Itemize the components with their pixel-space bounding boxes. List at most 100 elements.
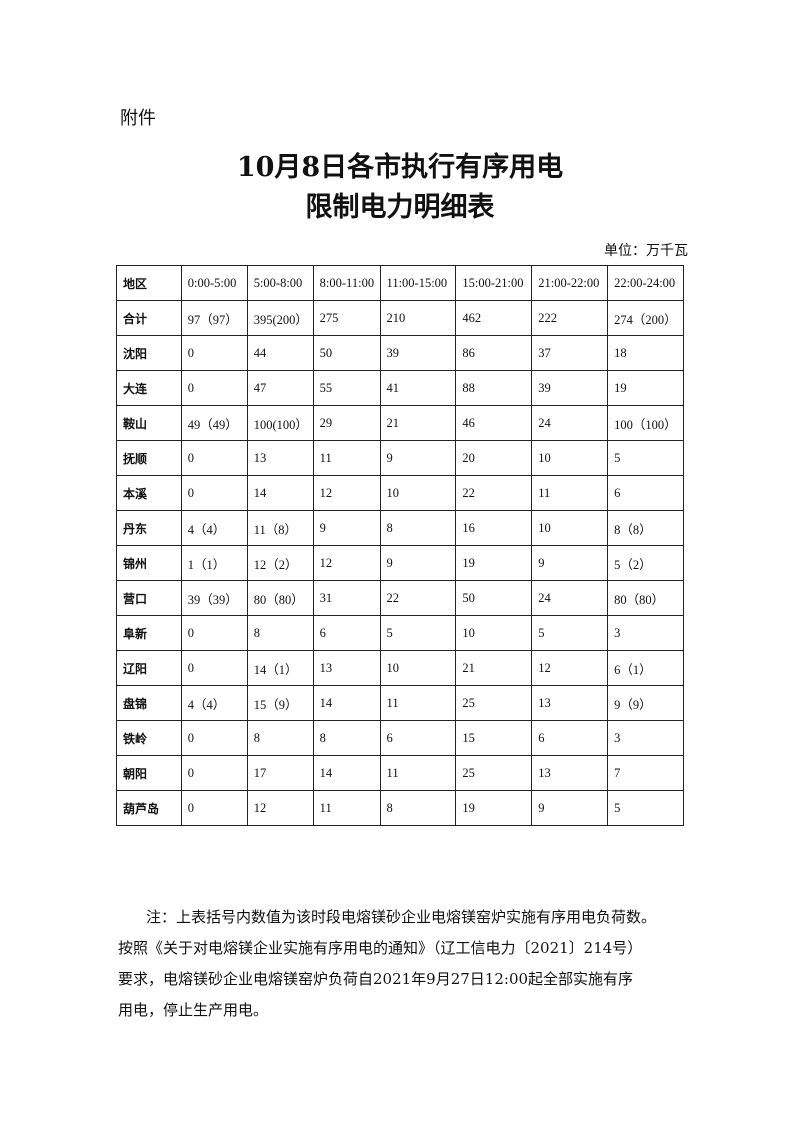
table-row: 本溪 0 14 12 10 22 11 6: [116, 475, 684, 511]
value-cell: 13: [312, 650, 381, 686]
table-row: 营口 39（39） 80（80） 31 22 50 24 80（80）: [116, 580, 684, 616]
value-cell: 86: [455, 335, 533, 371]
table-row: 盘锦 4（4） 15（9） 14 11 25 13 9（9）: [116, 685, 684, 721]
value-cell: 275: [312, 300, 381, 336]
note-line: 按照《关于对电熔镁企业实施有序用电的通知》（辽工信电力〔2021〕214号）: [118, 939, 643, 957]
value-cell: 6（1）: [607, 650, 684, 686]
region-cell: 辽阳: [116, 650, 182, 686]
value-cell: 50: [312, 335, 381, 371]
value-cell: 24: [531, 405, 609, 441]
value-cell: 0: [180, 755, 248, 791]
value-cell: 0: [180, 720, 248, 756]
value-cell: 5: [607, 440, 684, 476]
power-limit-table: 地区 0:00-5:00 5:00-8:00 8:00-11:00 11:00-15:0…: [116, 265, 684, 826]
value-cell: 22: [455, 475, 533, 511]
column-header: 8:00-11:00: [312, 265, 381, 301]
value-cell: 14: [312, 685, 381, 721]
value-cell: 9: [379, 545, 457, 581]
value-cell: 5: [607, 790, 684, 826]
value-cell: 25: [455, 685, 533, 721]
value-cell: 5（2）: [607, 545, 684, 581]
value-cell: 210: [379, 300, 457, 336]
value-cell: 80（80）: [246, 580, 314, 616]
value-cell: 5: [379, 615, 457, 651]
value-cell: 88: [455, 370, 533, 406]
value-cell: 47: [246, 370, 314, 406]
value-cell: 37: [531, 335, 609, 371]
table-row: 抚顺 0 13 11 9 20 10 5: [116, 440, 684, 476]
value-cell: 9: [312, 510, 381, 546]
column-header: 21:00-22:00: [531, 265, 609, 301]
value-cell: 12: [312, 475, 381, 511]
value-cell: 11: [312, 440, 381, 476]
value-cell: 14: [246, 475, 314, 511]
note-line: 注：上表括号内数值为该时段电熔镁砂企业电熔镁窑炉实施有序用电负荷数。: [146, 908, 657, 926]
region-cell: 本溪: [116, 475, 182, 511]
table-row: 大连 0 47 55 41 88 39 19: [116, 370, 684, 406]
value-cell: 39: [531, 370, 609, 406]
footnote: 注：上表括号内数值为该时段电熔镁砂企业电熔镁窑炉实施有序用电负荷数。 按照《关于…: [118, 902, 693, 1026]
region-cell: 丹东: [116, 510, 182, 546]
table-row: 鞍山 49（49） 100(100） 29 21 46 24 100（100）: [116, 405, 684, 441]
value-cell: 11: [379, 755, 457, 791]
value-cell: 10: [379, 475, 457, 511]
region-cell: 营口: [116, 580, 182, 616]
value-cell: 39（39）: [180, 580, 248, 616]
region-cell: 大连: [116, 370, 182, 406]
unit-label: 单位：万千瓦: [604, 243, 688, 259]
value-cell: 9: [379, 440, 457, 476]
value-cell: 80（80）: [607, 580, 684, 616]
value-cell: 15（9）: [246, 685, 314, 721]
value-cell: 55: [312, 370, 381, 406]
value-cell: 39: [379, 335, 457, 371]
value-cell: 8: [379, 510, 457, 546]
value-cell: 6: [379, 720, 457, 756]
table-row: 铁岭 0 8 8 6 15 6 3: [116, 720, 684, 756]
column-header: 0:00-5:00: [180, 265, 248, 301]
note-line: 用电，停止生产用电。: [118, 1001, 269, 1019]
value-cell: 1（1）: [180, 545, 248, 581]
document-title-line1: 10月8日各市执行有序用电: [236, 152, 564, 183]
value-cell: 19: [607, 370, 684, 406]
value-cell: 11: [312, 790, 381, 826]
column-header: 15:00-21:00: [455, 265, 533, 301]
region-cell: 铁岭: [116, 720, 182, 756]
value-cell: 3: [607, 720, 684, 756]
value-cell: 50: [455, 580, 533, 616]
value-cell: 24: [531, 580, 609, 616]
table-row: 沈阳 0 44 50 39 86 37 18: [116, 335, 684, 371]
region-cell: 盘锦: [116, 685, 182, 721]
value-cell: 0: [180, 790, 248, 826]
note-line: 要求，电熔镁砂企业电熔镁窑炉负荷自2021年9月27日12:00起全部实施有序: [118, 970, 634, 988]
value-cell: 12: [531, 650, 609, 686]
table-row: 葫芦岛 0 12 11 8 19 9 5: [116, 790, 684, 826]
value-cell: 20: [455, 440, 533, 476]
table-header-row: 地区 0:00-5:00 5:00-8:00 8:00-11:00 11:00-15:0…: [116, 265, 684, 301]
value-cell: 10: [531, 510, 609, 546]
value-cell: 4（4）: [180, 685, 248, 721]
column-header: 5:00-8:00: [246, 265, 314, 301]
table-row: 锦州 1（1） 12（2） 12 9 19 9 5（2）: [116, 545, 684, 581]
value-cell: 7: [607, 755, 684, 791]
value-cell: 11: [531, 475, 609, 511]
value-cell: 22: [379, 580, 457, 616]
value-cell: 97（97）: [180, 300, 248, 336]
document-title-line2: 限制电力明细表: [305, 192, 495, 223]
value-cell: 29: [312, 405, 381, 441]
region-cell: 沈阳: [116, 335, 182, 371]
value-cell: 13: [531, 685, 609, 721]
table-row: 阜新 0 8 6 5 10 5 3: [116, 615, 684, 651]
value-cell: 15: [455, 720, 533, 756]
value-cell: 17: [246, 755, 314, 791]
region-cell: 鞍山: [116, 405, 182, 441]
value-cell: 0: [180, 335, 248, 371]
value-cell: 8（8）: [607, 510, 684, 546]
value-cell: 18: [607, 335, 684, 371]
value-cell: 6: [607, 475, 684, 511]
region-cell: 阜新: [116, 615, 182, 651]
value-cell: 12（2）: [246, 545, 314, 581]
value-cell: 4（4）: [180, 510, 248, 546]
value-cell: 8: [379, 790, 457, 826]
table-row: 朝阳 0 17 14 11 25 13 7: [116, 755, 684, 791]
value-cell: 25: [455, 755, 533, 791]
